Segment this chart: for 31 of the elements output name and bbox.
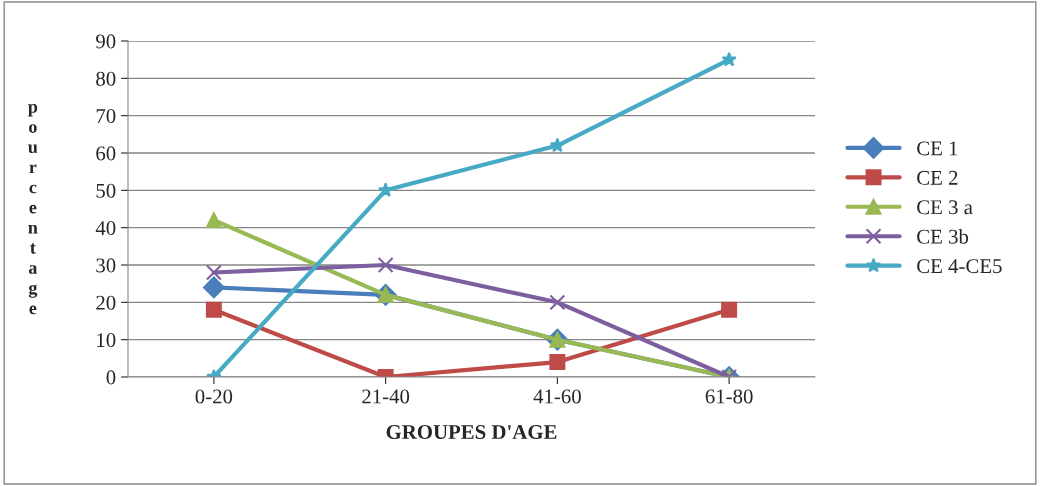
x-tick-label: 41-60 bbox=[533, 389, 581, 404]
point bbox=[205, 301, 222, 318]
y-tick-label: 40 bbox=[95, 221, 116, 236]
point bbox=[549, 137, 566, 153]
legend-label: CE 3b bbox=[917, 229, 969, 244]
y-tick-label: 50 bbox=[96, 183, 116, 198]
y-tick-label: 90 bbox=[96, 34, 116, 49]
x-tick-label: 21-40 bbox=[362, 389, 410, 404]
y-tick-label: 20 bbox=[96, 295, 116, 310]
point bbox=[205, 212, 222, 229]
point bbox=[377, 257, 394, 273]
y-tick-label: 80 bbox=[96, 71, 116, 86]
x-tick-label: 0-20 bbox=[195, 389, 233, 404]
legend-label: CE 1 bbox=[917, 141, 958, 156]
y-tick-label: 70 bbox=[96, 109, 116, 124]
y-tick-label: 0 bbox=[106, 370, 116, 385]
legend-label: CE 2 bbox=[917, 170, 958, 185]
x-axis-title: GROUPES D'AGE bbox=[386, 425, 557, 440]
point bbox=[203, 276, 225, 299]
point bbox=[205, 264, 222, 281]
legend-label: CE 4-CE5 bbox=[917, 259, 1002, 274]
point bbox=[549, 294, 566, 311]
text: pourcentage bbox=[28, 104, 38, 315]
point bbox=[721, 51, 737, 67]
y-tick-label: 30 bbox=[96, 258, 116, 273]
y-tick-label: 10 bbox=[97, 333, 116, 348]
x-tick-label: 61-80 bbox=[705, 389, 753, 404]
legend-label: CE 3 a bbox=[917, 200, 973, 215]
point bbox=[549, 354, 566, 371]
y-tick-label: 60 bbox=[96, 146, 116, 161]
point bbox=[721, 301, 738, 318]
